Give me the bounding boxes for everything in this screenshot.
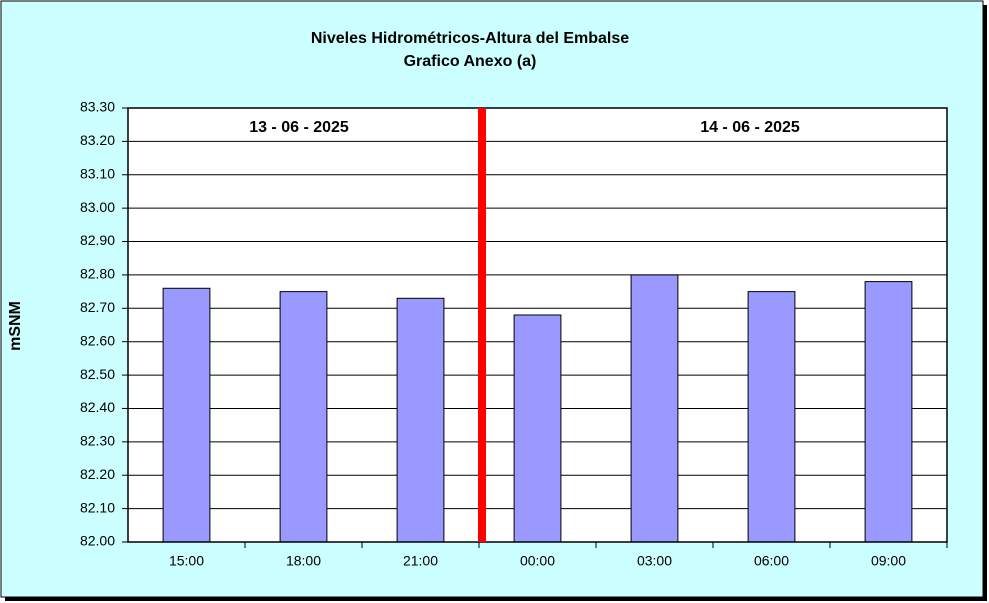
x-tick-label: 18:00: [286, 553, 321, 569]
bar: [162, 287, 211, 543]
y-tick-label: 82.60: [80, 332, 115, 348]
y-tick-label: 83.20: [80, 132, 115, 148]
y-tick-label: 82.00: [80, 533, 115, 549]
bar: [864, 281, 913, 543]
y-tick-label: 82.30: [80, 433, 115, 449]
x-tick-label: 06:00: [754, 553, 789, 569]
x-tick-label: 03:00: [637, 553, 672, 569]
y-axis-label: mSNM: [7, 301, 24, 351]
y-tick-label: 83.10: [80, 165, 115, 181]
bar: [279, 291, 328, 543]
date-annotation: 13 - 06 - 2025: [249, 119, 349, 136]
y-tick-label: 83.30: [80, 99, 115, 115]
y-tick-label: 82.50: [80, 366, 115, 382]
x-tick-label: 21:00: [403, 553, 438, 569]
chart-title: Niveles Hidrométricos-Altura del Embalse: [311, 30, 629, 47]
x-tick-label: 00:00: [520, 553, 555, 569]
y-tick-label: 82.70: [80, 299, 115, 315]
y-tick-label: 82.20: [80, 466, 115, 482]
y-tick-label: 83.00: [80, 199, 115, 215]
x-tick-label: 09:00: [871, 553, 906, 569]
x-tick-label: 15:00: [169, 553, 204, 569]
y-tick-label: 82.10: [80, 499, 115, 515]
y-tick-label: 82.40: [80, 399, 115, 415]
y-tick-label: 82.90: [80, 232, 115, 248]
y-tick-label: 82.80: [80, 266, 115, 282]
bar: [396, 297, 445, 543]
bar: [747, 291, 796, 543]
bars: [162, 274, 913, 543]
plot-border: [127, 107, 948, 543]
chart-subtitle: Grafico Anexo (a): [404, 53, 537, 70]
bar: [630, 274, 679, 543]
date-annotation: 14 - 06 - 2025: [700, 119, 800, 136]
bar: [513, 314, 562, 543]
